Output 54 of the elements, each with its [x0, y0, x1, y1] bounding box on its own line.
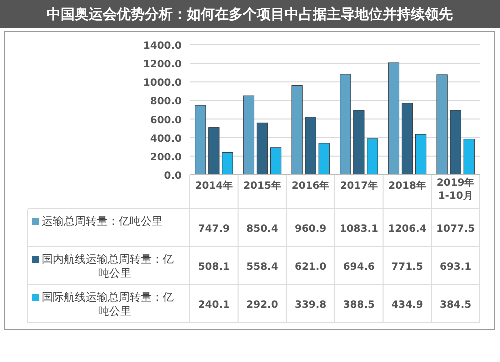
y-tick-label: 400.0	[150, 134, 182, 145]
bar	[318, 143, 330, 176]
bar	[208, 128, 220, 176]
bar	[402, 103, 414, 176]
y-tick-label: 200.0	[150, 152, 182, 164]
bar	[292, 86, 303, 176]
data-label: 771.5	[392, 262, 424, 273]
bar	[256, 122, 268, 176]
y-tick-label: 1200.0	[143, 60, 182, 71]
data-label: 747.9	[198, 224, 230, 235]
x-tick-label: 2014年	[195, 180, 234, 192]
bar	[270, 148, 282, 176]
y-tick-label: 600.0	[150, 115, 182, 126]
x-tick-label: 2017年	[340, 180, 378, 192]
bar	[354, 110, 365, 176]
x-tick-label: 2016年	[292, 180, 330, 192]
data-label: 434.9	[392, 300, 424, 311]
legend-label: 运输总周转量：亿吨公里	[42, 215, 163, 228]
data-label: 621.0	[295, 262, 327, 273]
x-tick-label: 2019年 1-10月	[436, 177, 475, 202]
bar	[340, 74, 352, 176]
bar	[243, 96, 255, 176]
bar	[367, 138, 378, 176]
bar	[195, 105, 206, 176]
data-label: 384.5	[440, 300, 472, 311]
legend-label: 国际航线运输总周转量：亿吨公里	[42, 291, 174, 318]
data-label: 558.4	[246, 262, 278, 273]
y-tick-label: 0.0	[164, 171, 182, 182]
data-label: 240.1	[198, 300, 230, 311]
data-label: 339.8	[295, 300, 327, 311]
y-tick-label: 1000.0	[143, 78, 182, 90]
y-tick-label: 1400.0	[143, 41, 182, 52]
chart-title: 中国奥运会优势分析：如何在多个项目中占据主导地位并持续领先	[47, 6, 453, 23]
data-label: 1077.5	[436, 224, 476, 235]
x-tick-label: 2018年	[388, 180, 426, 192]
bar	[305, 117, 316, 176]
data-label: 1206.4	[388, 224, 427, 235]
bar	[464, 139, 475, 176]
bar	[436, 74, 448, 176]
bar	[222, 152, 234, 176]
x-tick-label: 2015年	[244, 180, 282, 192]
data-label: 850.4	[246, 224, 278, 235]
data-label: 508.1	[198, 262, 230, 273]
bar	[415, 134, 427, 176]
data-label: 694.6	[343, 262, 376, 273]
data-label: 1083.1	[340, 224, 378, 235]
data-label: 960.9	[295, 224, 327, 235]
y-tick-label: 800.0	[150, 96, 182, 108]
data-label: 388.5	[343, 300, 376, 311]
data-label: 693.1	[440, 262, 472, 273]
bar	[450, 110, 462, 176]
data-label: 292.0	[246, 300, 278, 311]
legend-label: 国内航线运输总周转量：亿吨公里	[42, 253, 174, 280]
bar	[388, 62, 400, 176]
